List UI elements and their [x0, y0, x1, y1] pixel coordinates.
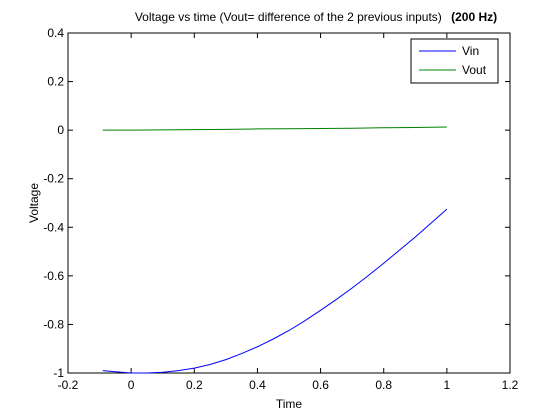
y-tick-label: -0.8: [43, 317, 64, 331]
x-tick-label: 0.4: [249, 378, 266, 392]
legend-label-vin: Vin: [462, 44, 479, 58]
legend-label-vout: Vout: [462, 63, 487, 77]
y-tick-label: -1: [53, 366, 64, 380]
series-layer: [102, 126, 448, 374]
legend: Vin Vout: [410, 38, 499, 84]
y-axis-label: Voltage: [27, 183, 41, 223]
series-line-vout: [102, 126, 447, 131]
y-tick-label: -0.4: [43, 220, 64, 234]
x-axis-label: Time: [276, 397, 303, 411]
legend-box: [410, 38, 499, 84]
x-tick-label: 0.8: [375, 378, 392, 392]
x-tick-label: -0.2: [58, 378, 79, 392]
y-tick-label: -0.6: [43, 269, 64, 283]
x-tick-label: 0.2: [186, 378, 203, 392]
y-tick-label: 0.4: [47, 26, 64, 40]
y-tick-label: -0.2: [43, 172, 64, 186]
x-tick-label: 0: [128, 378, 135, 392]
y-tick-label: 0: [57, 123, 64, 137]
x-tick-label: 0.6: [312, 378, 329, 392]
y-tick-label: 0.2: [47, 75, 64, 89]
plot-area: [67, 32, 511, 374]
series-line-vin: [102, 208, 448, 374]
x-tick-label: 1: [444, 378, 451, 392]
chart-title: Voltage vs time (Vout= difference of the…: [135, 10, 497, 24]
chart-title-main: Voltage vs time (Vout= difference of the…: [135, 10, 442, 24]
axis-ticks: -0.2 0 0.2 0.4 0.6 0.8 1 1.2 -1 -0.8 -0.6 -0.4 -0.2 0…: [43, 26, 518, 392]
chart-title-bold: (200 Hz): [451, 10, 497, 24]
x-tick-label: 1.2: [502, 378, 519, 392]
